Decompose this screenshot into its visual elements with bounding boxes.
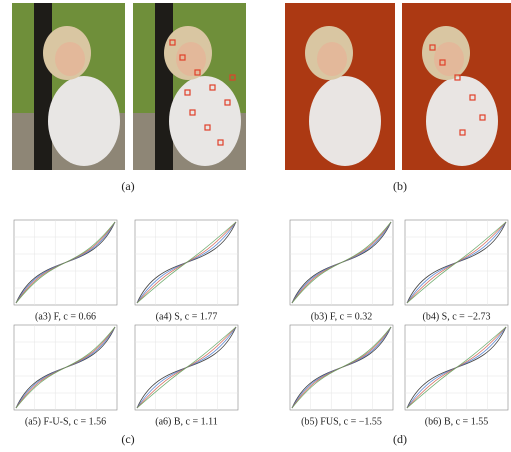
curve: [15, 221, 116, 304]
panel-label: (c): [121, 432, 134, 446]
curve: [136, 326, 237, 409]
panel-label: (b): [393, 179, 407, 193]
plot-caption: (b5) FUS, c = −1.55: [301, 416, 382, 427]
plot-caption: (b6) B, c = 1.55: [425, 416, 488, 427]
plot-frame: [289, 324, 394, 411]
panel-label: (a): [121, 179, 134, 193]
curve: [136, 221, 237, 304]
plot-caption: (a5) F-U-S, c = 1.56: [25, 416, 106, 427]
plot-caption: (b4) S, c = −2.73: [423, 311, 491, 322]
plot-caption: (b3) F, c = 0.32: [311, 311, 373, 322]
curve: [406, 221, 507, 304]
curve: [15, 326, 116, 409]
curve: [291, 326, 392, 409]
curve: [291, 221, 392, 304]
photo-a-original: [12, 3, 125, 170]
plot-caption: (a4) S, c = 1.77: [156, 311, 218, 322]
plot-caption: (a3) F, c = 0.66: [35, 311, 96, 322]
photo-b-keypoints: [402, 3, 511, 170]
photo-b-original: [285, 3, 395, 170]
photo-a-keypoints: [133, 3, 246, 170]
panel-label: (d): [393, 432, 407, 446]
curve: [406, 326, 507, 409]
plot-caption: (a6) B, c = 1.11: [155, 416, 217, 427]
